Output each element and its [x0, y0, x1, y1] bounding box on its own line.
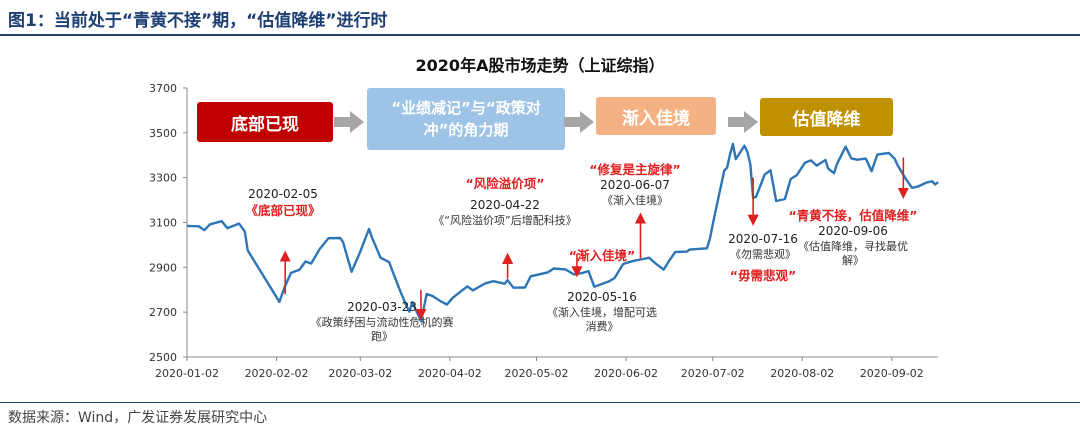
annotation-date: 2020-07-16 — [728, 232, 798, 246]
annotation-date: 2020-04-22 — [470, 198, 540, 213]
phase-valuation-reduction: 估值降维 — [760, 98, 893, 136]
y-tick-label: 3500 — [149, 127, 177, 140]
phase-label: 估值降维 — [792, 109, 861, 130]
annotation-2020-03-23: 2020-03-23 《政策纾困与流动性危机的赛跑》 — [302, 300, 462, 344]
annotation-2020-09-06: “青黄不接，估值降维” 2020-09-06 《估值降维，寻找最优解》 — [768, 208, 938, 268]
x-tick-label: 2020-09-02 — [860, 367, 924, 380]
y-tick-label: 3300 — [149, 172, 177, 185]
y-tick-label: 2500 — [149, 351, 177, 364]
y-tick-label: 2700 — [149, 306, 177, 319]
annotation-date: 2020-09-06 — [818, 224, 888, 239]
source-note: 数据来源：Wind，广发证券发展研究中心 — [8, 410, 268, 426]
x-tick-label: 2020-05-02 — [505, 367, 569, 380]
annotation-date: 2020-05-16 — [567, 290, 637, 305]
phase-label: “业绩减记”与“政策对冲”的角力期 — [391, 98, 541, 140]
phase-bottom-visible: 底部已现 — [197, 102, 333, 142]
annotation-desc: 《政策纾困与流动性危机的赛跑》 — [310, 315, 454, 343]
y-tick-label: 2900 — [149, 261, 177, 274]
annotation-2020-06-07: “修复是主旋律” 2020-06-07 《渐入佳境》 — [570, 162, 700, 208]
y-tick-label: 3700 — [149, 82, 177, 95]
phase-getting-better: 渐入佳境 — [596, 97, 716, 135]
annotation-tag: “青黄不接，估值降维” — [788, 208, 918, 223]
phase-arrow-icon — [728, 111, 758, 133]
phase-arrow-icon — [334, 111, 364, 133]
annotation-2020-02-05: 2020-02-05 《底部已现》 — [228, 187, 338, 219]
series-line-shanghai-composite — [186, 142, 939, 323]
phase-arrow-icon — [564, 111, 594, 133]
annotation-tag: “毋需悲观” — [729, 267, 797, 283]
annotation-2020-04-22: “风险溢价项” 2020-04-22 《“风险溢价项”后增配科技》 — [420, 176, 590, 228]
annotation-desc: 《底部已现》 — [245, 202, 321, 218]
x-tick-label: 2020-01-02 — [155, 367, 219, 380]
annotation-desc: 《勿需悲观》 — [730, 247, 796, 261]
annotation-desc: 《“风险溢价项”后增配科技》 — [433, 213, 577, 227]
footer-rule — [0, 402, 1080, 403]
x-tick-label: 2020-08-02 — [770, 367, 834, 380]
annotation-date: 2020-06-07 — [600, 178, 670, 193]
annotation-date: 2020-03-23 — [347, 300, 417, 314]
phase-label: 底部已现 — [231, 114, 299, 135]
x-tick-label: 2020-02-02 — [245, 367, 309, 380]
annotation-tag: “风险溢价项” — [465, 176, 545, 191]
header-rule — [0, 34, 1080, 36]
x-tick-label: 2020-03-02 — [328, 367, 392, 380]
chart-title: 2020年A股市场走势（上证综指） — [415, 56, 665, 75]
phase-tug-of-war: “业绩减记”与“政策对冲”的角力期 — [367, 88, 565, 150]
figure-title: 图1：当前处于“青黄不接”期，“估值降维”进行时 — [8, 11, 388, 31]
x-tick-label: 2020-07-02 — [681, 367, 745, 380]
x-tick-label: 2020-06-02 — [594, 367, 658, 380]
annotation-tag: “修复是主旋律” — [589, 162, 681, 177]
annotation-2020-05-16: “渐入佳境” 2020-05-16 《渐入佳境，增配可选消费》 — [532, 248, 672, 334]
figure-header: 图1：当前处于“青黄不接”期，“估值降维”进行时 — [0, 0, 1080, 34]
annotation-desc: 《渐入佳境，增配可选消费》 — [547, 305, 657, 334]
chart-axes: 2500 2700 2900 3100 3300 3500 3700 2020-01-02 20… — [149, 82, 938, 380]
phase-label: 渐入佳境 — [622, 108, 690, 129]
annotation-2020-07-16: 2020-07-16 《勿需悲观》 “毋需悲观” — [708, 232, 818, 284]
annotation-tag: “渐入佳境” — [568, 248, 636, 263]
annotation-arrows — [279, 157, 909, 321]
annotation-desc: 《估值降维，寻找最优解》 — [798, 239, 908, 268]
annotation-desc: 《渐入佳境》 — [602, 193, 668, 207]
annotation-date: 2020-02-05 — [248, 187, 318, 201]
x-tick-label: 2020-04-02 — [418, 367, 482, 380]
y-tick-label: 3100 — [149, 217, 177, 230]
